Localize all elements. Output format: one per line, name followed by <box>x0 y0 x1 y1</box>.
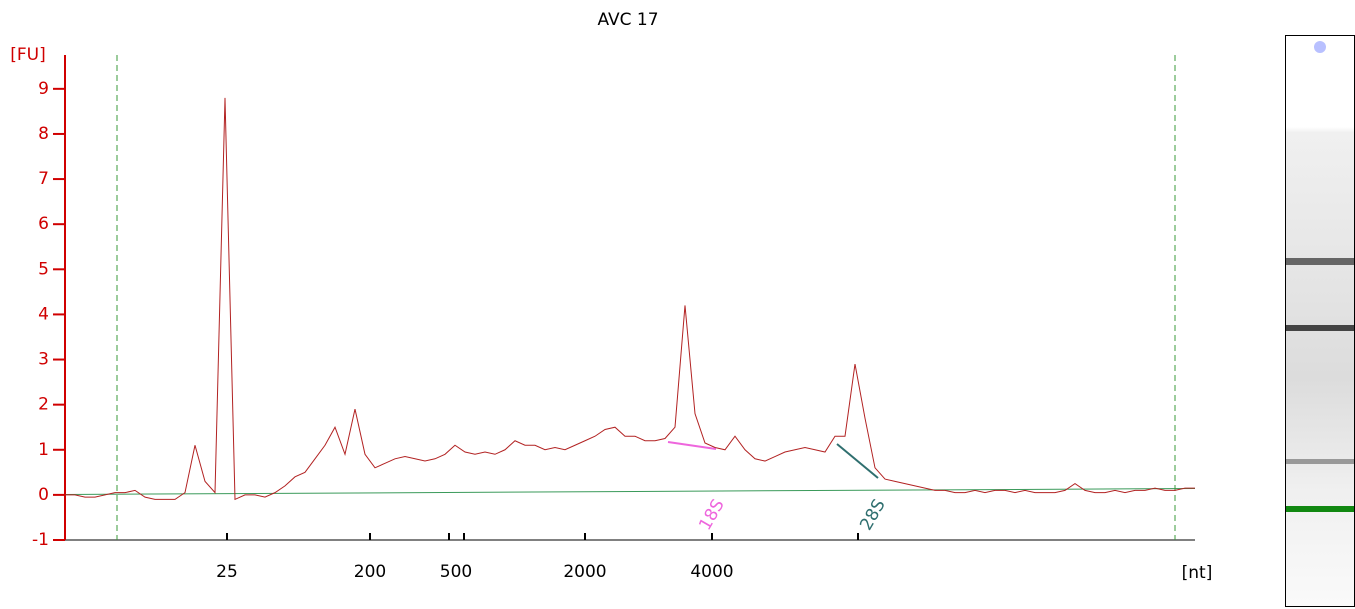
y-tick-label: 2 <box>38 395 49 415</box>
x-tick-label: 500 <box>440 562 472 582</box>
gel-lane <box>1285 35 1355 607</box>
y-tick-label: 8 <box>38 124 49 144</box>
peak-18s-line <box>667 441 717 450</box>
x-tick-label: 25 <box>216 562 238 582</box>
y-tick-label: 4 <box>38 304 49 324</box>
peak-28s-line <box>836 443 879 479</box>
y-axis-label: [FU] <box>10 45 46 65</box>
y-tick-label: 9 <box>38 79 49 99</box>
y-tick-label: 6 <box>38 214 49 234</box>
gel-band <box>1286 258 1354 265</box>
gel-marker-band <box>1286 506 1354 512</box>
trace <box>65 97 1195 501</box>
x-axis-label: [nt] <box>1182 563 1213 583</box>
y-tick-label: 3 <box>38 350 49 370</box>
y-tick-label: 7 <box>38 169 49 189</box>
gel-image <box>1285 35 1355 607</box>
y-tick-label: 1 <box>38 440 49 460</box>
annotation: 18S <box>695 496 729 534</box>
y-tick-label: 5 <box>38 259 49 279</box>
x-tick-label: 2000 <box>563 562 606 582</box>
x-tick-label: 200 <box>354 562 386 582</box>
chart-title: AVC 17 <box>597 10 658 30</box>
gel-band <box>1286 325 1354 331</box>
y-tick-label: -1 <box>32 530 49 550</box>
x-tick-label: 4000 <box>690 562 733 582</box>
annotation: 28S <box>856 496 890 534</box>
gel-well <box>1314 41 1326 53</box>
gel-band <box>1286 459 1354 464</box>
baseline <box>64 488 1196 495</box>
y-tick-label: 0 <box>38 485 49 505</box>
